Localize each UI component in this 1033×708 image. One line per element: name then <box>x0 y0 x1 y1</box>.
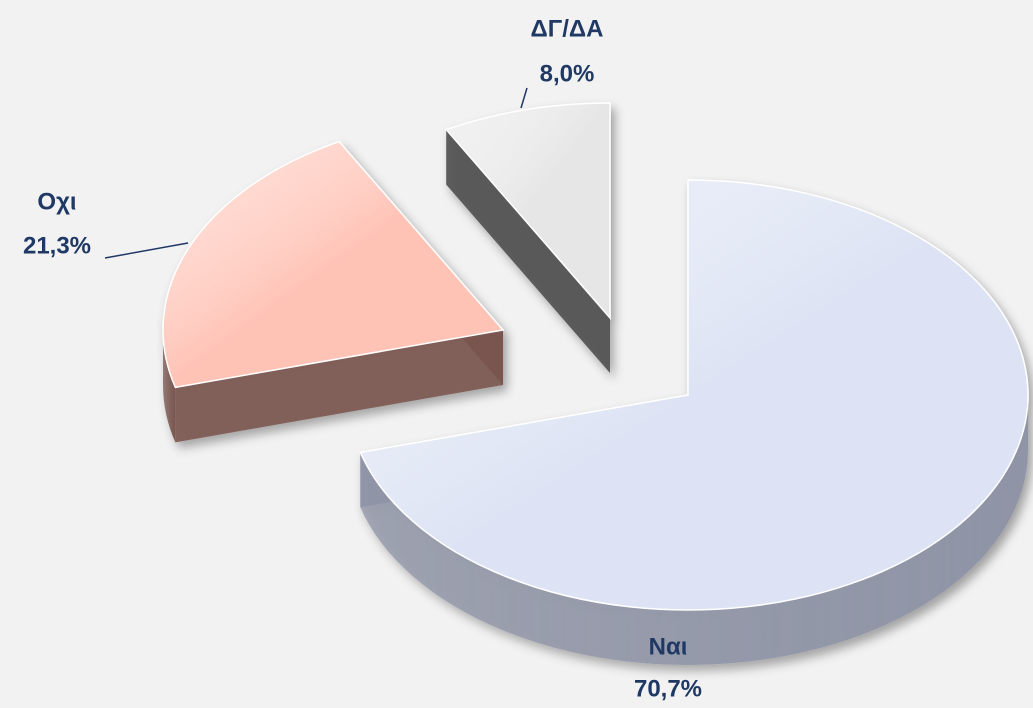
slice <box>444 102 611 373</box>
value-label: 21,3% <box>23 232 91 259</box>
category-label: Ναι <box>649 633 688 660</box>
value-label: 8,0% <box>540 60 595 87</box>
slice-sheen <box>359 179 1029 611</box>
slice <box>162 140 505 443</box>
leader-line <box>104 242 189 259</box>
slice <box>359 179 1029 665</box>
pie <box>162 102 1029 665</box>
leader-line <box>520 87 528 109</box>
slice-side <box>360 395 1029 665</box>
slice-wall <box>446 129 610 373</box>
value-label: 70,7% <box>634 675 702 702</box>
slice-wall <box>175 330 503 443</box>
slice-side <box>163 330 176 443</box>
slice-sheen <box>162 140 505 389</box>
slice-sheen <box>444 102 611 321</box>
category-label: ΔΓ/ΔΑ <box>531 15 604 42</box>
category-label: Οχι <box>37 188 76 215</box>
